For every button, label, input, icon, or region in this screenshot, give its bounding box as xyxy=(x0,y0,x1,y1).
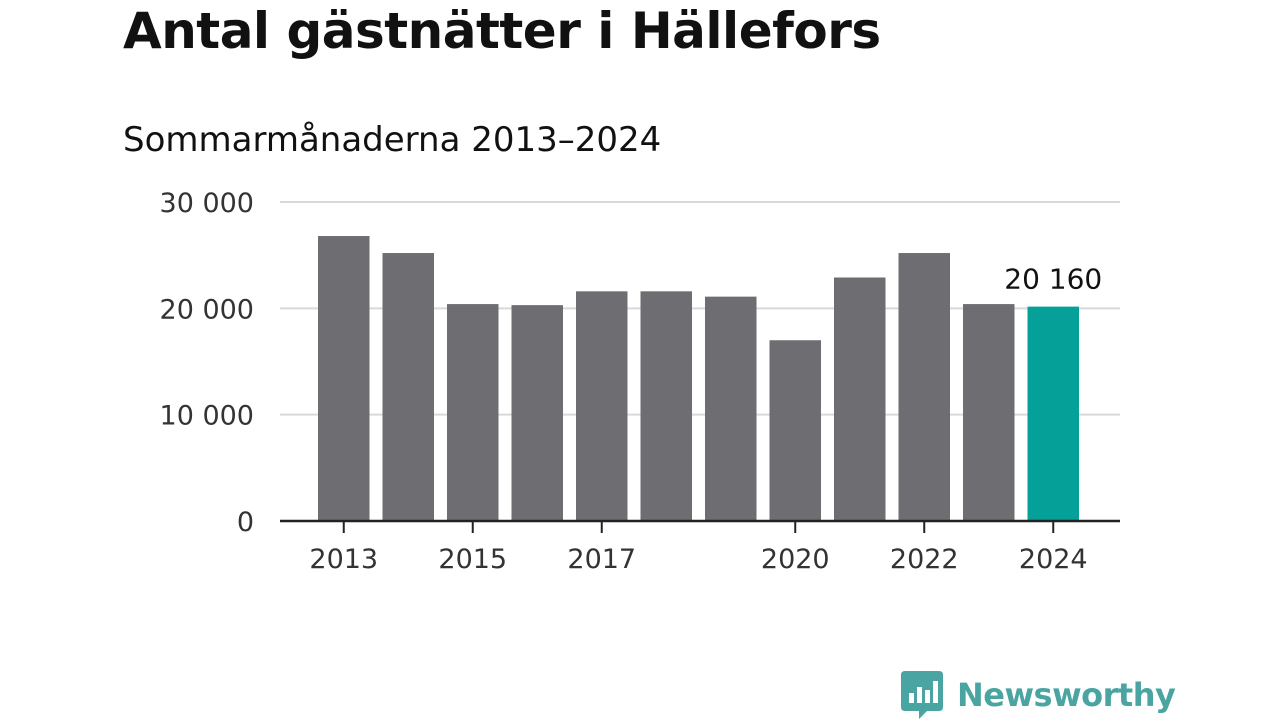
bar xyxy=(705,296,757,521)
data-labels: 20 160 xyxy=(1004,263,1102,296)
bar xyxy=(447,304,499,521)
y-tick-label: 0 xyxy=(237,507,254,538)
newsworthy-logo-icon xyxy=(901,671,943,719)
x-tick-label: 2017 xyxy=(567,544,636,575)
chart-subtitle: Sommarmånaderna 2013–2024 xyxy=(123,120,662,160)
brand-logo: Newsworthy xyxy=(901,671,1176,719)
bar xyxy=(640,291,692,521)
y-tick-label: 10 000 xyxy=(160,401,254,432)
bar xyxy=(382,253,434,522)
bars xyxy=(318,236,1079,522)
x-tick-label: 2024 xyxy=(1019,544,1088,575)
x-tick-label: 2022 xyxy=(890,544,959,575)
y-tick-label: 20 000 xyxy=(160,294,254,325)
bar xyxy=(576,291,628,521)
bar xyxy=(963,304,1015,521)
x-tick-label: 2015 xyxy=(438,544,507,575)
brand-name: Newsworthy xyxy=(957,676,1176,714)
bar xyxy=(769,340,821,521)
data-label: 20 160 xyxy=(1004,263,1102,296)
bar xyxy=(834,277,886,521)
chart-title: Antal gästnätter i Hällefors xyxy=(123,2,881,60)
bar xyxy=(898,253,950,522)
bar xyxy=(511,305,563,521)
bar xyxy=(1027,306,1079,521)
x-tick-label: 2020 xyxy=(761,544,830,575)
axes: 0 10 000 20 000 30 000 2013 2015 2017 2020 2022 2… xyxy=(160,188,1120,575)
y-tick-label: 30 000 xyxy=(160,188,254,219)
x-tick-label: 2013 xyxy=(309,544,378,575)
bar xyxy=(318,236,370,521)
